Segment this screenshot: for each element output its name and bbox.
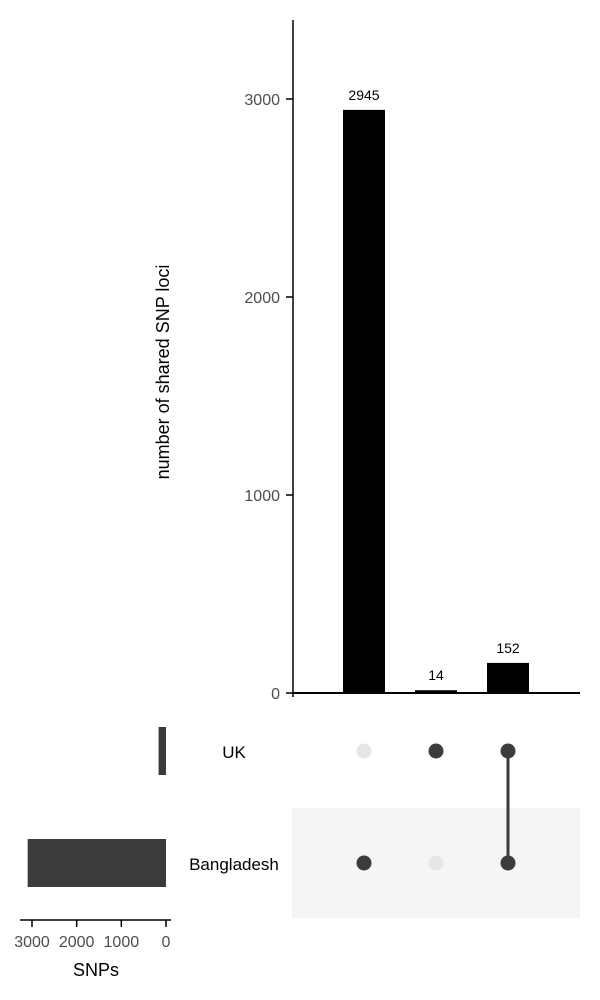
matrix-dot-active bbox=[500, 855, 516, 871]
intersection-bar bbox=[415, 690, 457, 693]
set-size-tick-label: 1000 bbox=[104, 934, 140, 951]
y-tick-label: 2000 bbox=[244, 290, 280, 307]
set-size-bar bbox=[27, 839, 167, 887]
bar-value-label: 152 bbox=[496, 640, 520, 656]
set-size-axis-title: SNPs bbox=[73, 960, 119, 980]
matrix-dot-active bbox=[500, 743, 516, 759]
y-tick-label: 0 bbox=[271, 686, 280, 703]
y-tick-label: 3000 bbox=[244, 92, 280, 109]
intersection-matrix: UK Bangladesh bbox=[189, 743, 516, 874]
intersection-bar bbox=[343, 109, 385, 693]
matrix-dot-active bbox=[356, 855, 372, 871]
set-size-tick-label: 3000 bbox=[14, 934, 50, 951]
set-size-ticks: 3000 2000 1000 0 bbox=[14, 920, 171, 951]
set-name-label: Bangladesh bbox=[189, 855, 279, 874]
matrix-dot-inactive bbox=[356, 743, 372, 759]
set-size-tick-label: 0 bbox=[162, 934, 171, 951]
set-size-tick-label: 2000 bbox=[59, 934, 95, 951]
set-size-bars bbox=[27, 727, 167, 887]
bar-value-label: 2945 bbox=[348, 87, 379, 103]
set-size-bar bbox=[158, 727, 166, 775]
matrix-dot-active bbox=[428, 743, 444, 759]
intersection-bar bbox=[487, 662, 529, 693]
set-name-label: UK bbox=[222, 743, 246, 762]
bar-value-label: 14 bbox=[428, 667, 444, 683]
y-axis-title: number of shared SNP loci bbox=[153, 265, 173, 480]
y-tick-label: 1000 bbox=[244, 488, 280, 505]
matrix-dot-inactive bbox=[428, 855, 444, 871]
intersection-bars: 2945 14 152 bbox=[343, 87, 529, 693]
y-ticks: 0 1000 2000 3000 bbox=[244, 92, 293, 703]
